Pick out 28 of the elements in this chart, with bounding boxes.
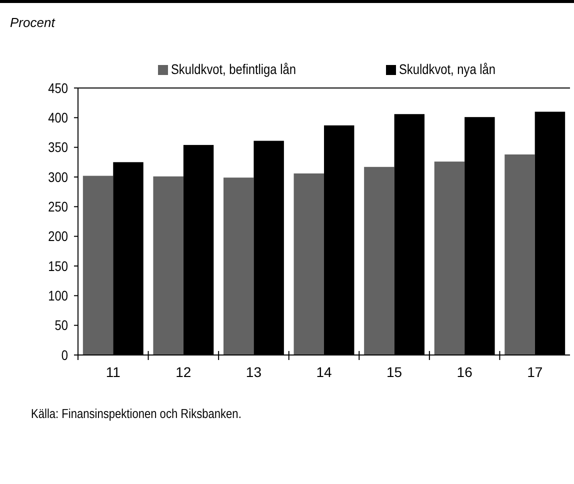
y-axis-title: Procent — [10, 15, 56, 30]
bar — [223, 178, 254, 355]
x-tick-label: 14 — [316, 364, 332, 380]
y-tick-label: 450 — [48, 80, 68, 96]
y-tick-label: 150 — [48, 258, 68, 274]
legend-label: Skuldkvot, nya lån — [399, 61, 496, 78]
y-tick-label: 300 — [48, 168, 68, 186]
bar — [294, 173, 324, 355]
legend-label: Skuldkvot, befintliga lån — [171, 61, 296, 78]
y-tick-label: 200 — [48, 228, 68, 244]
x-tick-label: 17 — [527, 364, 543, 380]
y-tick-label: 0 — [61, 346, 68, 364]
x-tick-label: 13 — [246, 364, 262, 380]
bar — [82, 176, 114, 355]
bar — [504, 154, 535, 355]
y-tick-label: 400 — [48, 110, 68, 126]
text: Källa: Finansinspektionen och Riksbanken. — [31, 406, 242, 422]
x-tick-label: 12 — [176, 364, 192, 380]
x-tick-label: 16 — [456, 364, 473, 380]
x-tick-label: 15 — [386, 364, 402, 380]
y-tick-label: 250 — [48, 198, 68, 215]
y-tick-label: 350 — [48, 139, 68, 156]
bar — [364, 166, 394, 355]
bar — [153, 176, 184, 355]
x-tick-label: 11 — [106, 364, 121, 380]
y-tick-label: 100 — [48, 288, 68, 304]
y-tick-label: 50 — [54, 317, 68, 334]
bar — [434, 162, 465, 355]
